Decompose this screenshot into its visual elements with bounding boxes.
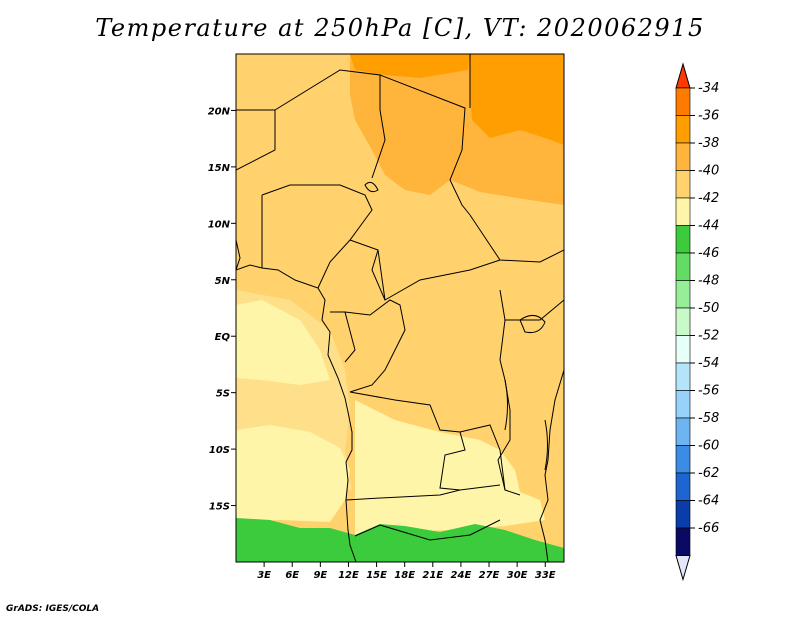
colorbar-label: -38	[698, 136, 719, 151]
longitude-axis: 3E 6E 9E 12E 15E 18E 21E 24E 27E 30E 33E	[257, 562, 556, 581]
colorbar-label: -50	[698, 301, 719, 316]
colorbar-swatch	[675, 445, 691, 474]
colorbar-label: -52	[698, 329, 719, 344]
border-car	[349, 239, 501, 301]
colorbar-label: -40	[698, 164, 719, 179]
colorbar-swatch	[675, 142, 691, 171]
border-angola-south	[345, 484, 501, 501]
colorbar-label: -58	[698, 411, 719, 426]
colorbar-label: -66	[698, 521, 719, 536]
map-outlines	[236, 54, 564, 562]
colorbar-swatch	[675, 390, 691, 419]
map-title: Temperature at 250hPa [C], VT: 202006291…	[95, 14, 705, 42]
lon-tick-label: 21E	[422, 570, 443, 581]
colorbar-swatch	[675, 307, 691, 336]
latitude-axis: 20N 15N 10N 5N EQ 5S 10S 15S	[208, 106, 236, 513]
temperature-shading	[236, 54, 564, 562]
lon-tick-label: 30E	[507, 570, 528, 581]
lon-tick-label: 15E	[366, 570, 387, 581]
lon-tick-label: 9E	[313, 570, 327, 581]
colorbar: -34 -36 -38 -40 -42 -44 -46 -48 -50 -52 -54 -56 -58 -…	[675, 62, 719, 582]
colorbar-swatch	[675, 252, 691, 281]
lake-tanganyika	[504, 379, 508, 431]
colorbar-swatch	[675, 472, 691, 501]
colorbar-label: -60	[698, 439, 719, 454]
colorbar-label: -46	[698, 246, 719, 261]
colorbar-swatch	[675, 417, 691, 446]
colorbar-label: -48	[698, 274, 719, 289]
field-darkorange-nw	[350, 54, 470, 78]
lon-tick-label: 33E	[535, 570, 556, 581]
colorbar-label: -44	[698, 219, 719, 234]
border-zambia	[459, 424, 521, 496]
grads-credit: GrADS: IGES/COLA	[6, 604, 100, 614]
lat-tick-label: 20N	[208, 106, 231, 117]
lat-tick-label: EQ	[215, 332, 231, 343]
border-south	[354, 519, 501, 541]
border-algeria	[236, 109, 276, 171]
colorbar-swatch	[675, 362, 691, 391]
map-frame	[235, 53, 565, 563]
colorbar-swatch	[675, 280, 691, 309]
field-pale-sw	[236, 425, 350, 522]
colorbar-label: -56	[698, 384, 719, 399]
colorbar-swatch	[675, 197, 691, 226]
colorbar-label: -36	[698, 109, 719, 124]
lon-tick-label: 27E	[479, 570, 500, 581]
lon-tick-label: 18E	[394, 570, 415, 581]
border-congo	[344, 299, 406, 393]
colorbar-label: -64	[698, 494, 719, 509]
border-nigeria	[261, 184, 373, 289]
lake-chad	[364, 181, 379, 193]
colorbar-swatch	[675, 500, 691, 529]
lake-malawi	[544, 419, 548, 471]
colorbar-swatch	[675, 225, 691, 254]
lat-tick-label: 5S	[216, 389, 230, 400]
colorbar-label: -42	[698, 191, 719, 206]
lon-tick-label: 24E	[451, 570, 472, 581]
border-chad-sudan	[379, 74, 471, 216]
lat-tick-label: 15S	[209, 502, 230, 513]
field-darkorange-ne	[470, 54, 564, 145]
colorbar-swatch	[675, 115, 691, 144]
lon-tick-label: 3E	[257, 570, 271, 581]
colorbar-top-arrow	[675, 62, 691, 89]
colorbar-label: -54	[698, 356, 719, 371]
colorbar-swatch	[675, 527, 691, 556]
colorbar-swatch	[675, 87, 691, 116]
lon-tick-label: 12E	[338, 570, 359, 581]
colorbar-swatch	[675, 335, 691, 364]
lat-tick-label: 5N	[215, 276, 231, 287]
border-niger-chad	[274, 69, 386, 179]
border-tanzania	[505, 299, 564, 321]
field-pale-south	[355, 400, 545, 536]
field-pale-west	[236, 300, 330, 385]
border-car-west	[371, 249, 386, 301]
coastline-east	[539, 369, 564, 562]
colorbar-bottom-arrow	[675, 555, 691, 582]
lat-tick-label: 15N	[208, 163, 231, 174]
lon-tick-label: 6E	[285, 570, 299, 581]
lat-tick-label: 10N	[208, 219, 231, 230]
lake-victoria	[519, 315, 546, 333]
colorbar-label: -34	[698, 81, 719, 96]
colorbar-label: -62	[698, 466, 719, 481]
lat-tick-label: 10S	[209, 445, 230, 456]
colorbar-swatch	[675, 170, 691, 199]
coastline-west	[236, 239, 357, 562]
border-gabon	[330, 311, 356, 363]
